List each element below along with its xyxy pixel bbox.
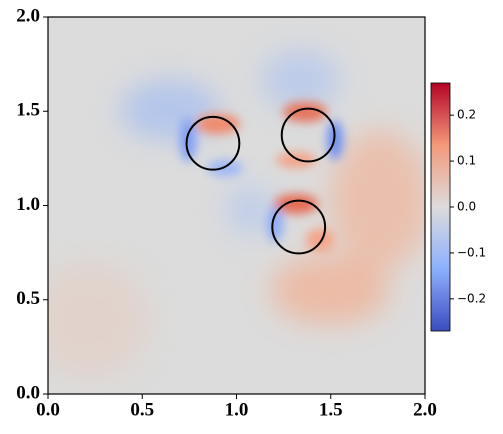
colorbar-tick-label: 0.1: [457, 154, 476, 168]
x-tick-label: 0.5: [130, 399, 154, 420]
colorbar-tick-label: 0.2: [457, 108, 476, 122]
circle: [280, 107, 336, 163]
colorbar-tick-label: −0.1: [457, 245, 486, 259]
y-tick-label: 0.0: [16, 382, 40, 403]
x-tick-label: 0.0: [36, 399, 60, 420]
circle: [185, 115, 241, 171]
field: [48, 17, 425, 394]
y-tick-label: 1.5: [16, 100, 40, 121]
circle: [271, 199, 327, 255]
x-tick-label: 1.0: [225, 399, 249, 420]
y-tick-label: 1.0: [16, 194, 40, 215]
colorbar: [430, 82, 451, 332]
x-tick-label: 1.5: [319, 399, 343, 420]
colorbar-tick-label: 0.0: [457, 200, 476, 214]
y-tick-label: 0.5: [16, 288, 40, 309]
colorbar-tick-label: −0.2: [457, 291, 486, 305]
x-tick-label: 2.0: [413, 399, 437, 420]
y-tick-label: 2.0: [16, 5, 40, 26]
